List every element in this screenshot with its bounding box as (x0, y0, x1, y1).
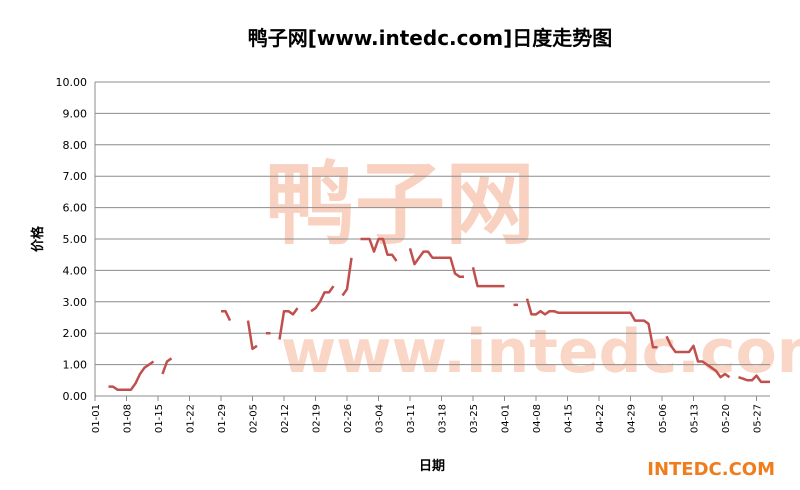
y-tick-label: 1.00 (63, 359, 88, 372)
x-tick-label: 05-20 (721, 404, 732, 433)
x-tick-label: 05-06 (658, 404, 669, 433)
x-tick-label: 03-11 (406, 404, 417, 433)
x-tick-label: 04-01 (501, 404, 512, 433)
watermark-logo: 鸭子网 (265, 152, 535, 257)
x-tick-label: 02-19 (312, 404, 323, 433)
y-tick-label: 10.00 (56, 76, 88, 89)
y-tick-label: 8.00 (63, 139, 88, 152)
x-tick-label: 05-13 (690, 404, 701, 433)
y-tick-label: 7.00 (63, 170, 88, 183)
x-tick-label: 04-15 (564, 404, 575, 433)
x-axis-label: 日期 (419, 459, 445, 474)
brand-watermark: INTEDC.COM (647, 459, 775, 480)
y-axis-label: 价格 (30, 225, 46, 252)
y-tick-label: 6.00 (63, 202, 88, 215)
x-tick-label: 04-29 (627, 404, 638, 433)
x-tick-label: 01-15 (154, 404, 165, 433)
x-tick-label: 02-12 (280, 404, 291, 433)
x-tick-label: 04-08 (532, 404, 543, 433)
y-tick-label: 9.00 (63, 107, 88, 120)
x-tick-label: 01-29 (217, 404, 228, 433)
watermark-url: www.intedc.com (281, 317, 800, 387)
x-tick-label: 02-05 (249, 404, 260, 433)
x-tick-label: 01-08 (123, 404, 134, 433)
price-line (108, 237, 770, 391)
x-tick-label: 03-25 (469, 404, 480, 433)
y-tick-label: 2.00 (63, 327, 88, 340)
y-tick-label: 5.00 (63, 233, 88, 246)
x-tick-label: 01-01 (91, 404, 102, 433)
y-tick-label: 3.00 (63, 296, 88, 309)
x-tick-label: 03-18 (438, 404, 449, 433)
y-tick-label: 4.00 (63, 264, 88, 277)
x-tick-label: 02-26 (343, 404, 354, 433)
y-tick-label: 0.00 (63, 390, 88, 403)
x-tick-label: 01-22 (186, 404, 197, 433)
x-tick-label: 04-22 (595, 404, 606, 433)
x-tick-label: 05-27 (753, 404, 764, 433)
x-tick-label: 03-04 (375, 404, 386, 433)
chart-title: 鸭子网[www.intedc.com]日度走势图 (248, 26, 612, 50)
